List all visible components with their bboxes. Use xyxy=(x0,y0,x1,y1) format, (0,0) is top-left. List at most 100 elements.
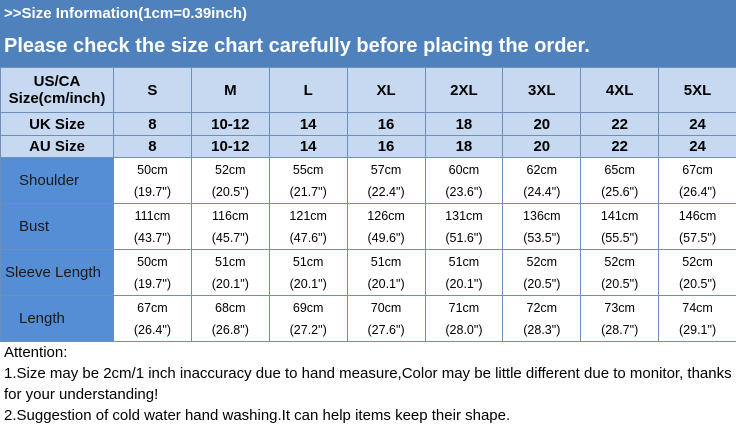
measurement-cm: 121cm xyxy=(289,208,327,223)
measurement-inch: (25.6") xyxy=(601,184,639,199)
measurement-inch: (19.7") xyxy=(133,184,171,199)
measurement-cell: 67cm (26.4") xyxy=(113,295,192,342)
au-size-cell: 16 xyxy=(346,135,426,158)
measurement-cell: 131cm (51.6") xyxy=(424,203,504,250)
measurement-cell: 57cm (22.4") xyxy=(346,157,426,204)
measurement-inch: (51.6") xyxy=(445,230,483,245)
measurement-cm: 60cm xyxy=(448,162,480,177)
measurement-inch: (26.8") xyxy=(211,322,249,337)
measurement-cm: 51cm xyxy=(448,254,480,269)
measurement-inch: (20.1") xyxy=(445,276,483,291)
uk-size-cell: 20 xyxy=(502,112,582,136)
measurement-inch: (23.6") xyxy=(445,184,483,199)
measurement-cell: 51cm (20.1") xyxy=(424,249,504,296)
measurement-cell: 52cm (20.5") xyxy=(658,249,736,296)
us-ca-header-line: Size(cm/inch) xyxy=(8,90,106,107)
measurement-cm: 51cm xyxy=(370,254,402,269)
uk-size-label: UK Size xyxy=(0,112,114,136)
size-header-cell: 4XL xyxy=(580,67,660,113)
measurement-cell: 50cm (19.7") xyxy=(113,249,192,296)
measurement-inch: (20.5") xyxy=(211,184,249,199)
measurement-cell: 52cm (20.5") xyxy=(580,249,660,296)
uk-size-cell: 10-12 xyxy=(190,112,270,136)
measurement-cm: 131cm xyxy=(445,208,483,223)
measurement-row: Shoulder 50cm (19.7") 52cm (20.5") 55cm (21.7"… xyxy=(0,157,736,204)
au-size-cell: 8 xyxy=(113,135,192,158)
measurement-inch: (28.3") xyxy=(523,322,561,337)
size-header-cell: XL xyxy=(346,67,426,113)
measurement-cm: 141cm xyxy=(600,208,639,223)
measurement-cell: 68cm (26.8") xyxy=(190,295,270,342)
measurement-cm: 67cm xyxy=(137,300,168,315)
attention-title: Attention: xyxy=(4,344,68,361)
size-info-subtitle: >>Size Information(1cm=0.39inch) xyxy=(4,5,247,22)
size-header-cell: 3XL xyxy=(502,67,582,113)
measurement-cell: 50cm (19.7") xyxy=(113,157,192,204)
measurement-inch: (20.5") xyxy=(601,276,639,291)
measurement-inch: (49.6") xyxy=(367,230,405,245)
uk-size-cell: 18 xyxy=(424,112,504,136)
measurement-inch: (26.4") xyxy=(133,322,171,337)
us-ca-header: US/CA Size(cm/inch) xyxy=(0,67,114,113)
uk-size-row: UK Size 8 10-12 14 16 18 20 22 24 xyxy=(0,112,736,136)
measurement-cm: 70cm xyxy=(370,300,402,315)
measurement-inch: (21.7") xyxy=(289,184,327,199)
attention-notes: Attention: 1.Size may be 2cm/1 inch inac… xyxy=(4,342,734,426)
measurement-cell: 111cm (43.7") xyxy=(113,203,192,250)
measurement-cm: 51cm xyxy=(292,254,324,269)
uk-size-cell: 16 xyxy=(346,112,426,136)
measurement-inch: (20.1") xyxy=(211,276,249,291)
measurement-cm: 55cm xyxy=(292,162,324,177)
measurement-label: Length xyxy=(0,295,114,342)
au-size-row: AU Size 8 10-12 14 16 18 20 22 24 xyxy=(0,135,736,158)
measurement-inch: (24.4") xyxy=(523,184,561,199)
au-size-cell: 18 xyxy=(424,135,504,158)
au-size-label: AU Size xyxy=(0,135,114,158)
measurement-label: Bust xyxy=(0,203,114,250)
measurement-cm: 73cm xyxy=(604,300,635,315)
measurement-inch: (55.5") xyxy=(601,230,639,245)
au-size-cell: 14 xyxy=(268,135,348,158)
measurement-label: Shoulder xyxy=(0,157,114,204)
measurement-cm: 126cm xyxy=(367,208,405,223)
us-ca-header-line: US/CA xyxy=(33,73,81,90)
measurement-cm: 71cm xyxy=(448,300,480,315)
measurement-label: Sleeve Length xyxy=(0,249,114,296)
measurement-inch: (26.4") xyxy=(679,184,717,199)
measurement-cell: 51cm (20.1") xyxy=(268,249,348,296)
measurement-inch: (29.1") xyxy=(679,322,717,337)
measurement-inch: (27.6") xyxy=(367,322,405,337)
measurement-cell: 62cm (24.4") xyxy=(502,157,582,204)
measurement-cm: 52cm xyxy=(215,162,246,177)
measurement-cell: 73cm (28.7") xyxy=(580,295,660,342)
size-header-cell: S xyxy=(113,67,192,113)
measurement-cell: 52cm (20.5") xyxy=(190,157,270,204)
measurement-cm: 52cm xyxy=(526,254,558,269)
title-banner: >>Size Information(1cm=0.39inch) Please … xyxy=(0,0,736,67)
measurement-inch: (53.5") xyxy=(523,230,561,245)
measurement-inch: (19.7") xyxy=(133,276,171,291)
au-size-cell: 22 xyxy=(580,135,660,158)
measurement-inch: (45.7") xyxy=(211,230,249,245)
au-size-cell: 10-12 xyxy=(190,135,270,158)
measurement-cm: 51cm xyxy=(215,254,246,269)
measurement-inch: (28.7") xyxy=(601,322,639,337)
measurement-cell: 70cm (27.6") xyxy=(346,295,426,342)
measurement-cell: 116cm (45.7") xyxy=(190,203,270,250)
au-size-cell: 20 xyxy=(502,135,582,158)
measurement-cm: 67cm xyxy=(682,162,713,177)
measurement-inch: (57.5") xyxy=(679,230,717,245)
measurement-cell: 72cm (28.3") xyxy=(502,295,582,342)
measurement-row: Length 67cm (26.4") 68cm (26.8") 69cm (27.2") 7… xyxy=(0,295,736,342)
measurement-cell: 60cm (23.6") xyxy=(424,157,504,204)
measurement-cell: 141cm (55.5") xyxy=(580,203,660,250)
measurement-cell: 74cm (29.1") xyxy=(658,295,736,342)
measurement-cm: 69cm xyxy=(292,300,324,315)
measurement-inch: (20.1") xyxy=(289,276,327,291)
measurement-cm: 68cm xyxy=(215,300,246,315)
measurement-cell: 52cm (20.5") xyxy=(502,249,582,296)
measurement-inch: (28.0") xyxy=(445,322,483,337)
measurement-inch: (22.4") xyxy=(367,184,405,199)
measurement-cell: 67cm (26.4") xyxy=(658,157,736,204)
measurement-inch: (20.5") xyxy=(523,276,561,291)
